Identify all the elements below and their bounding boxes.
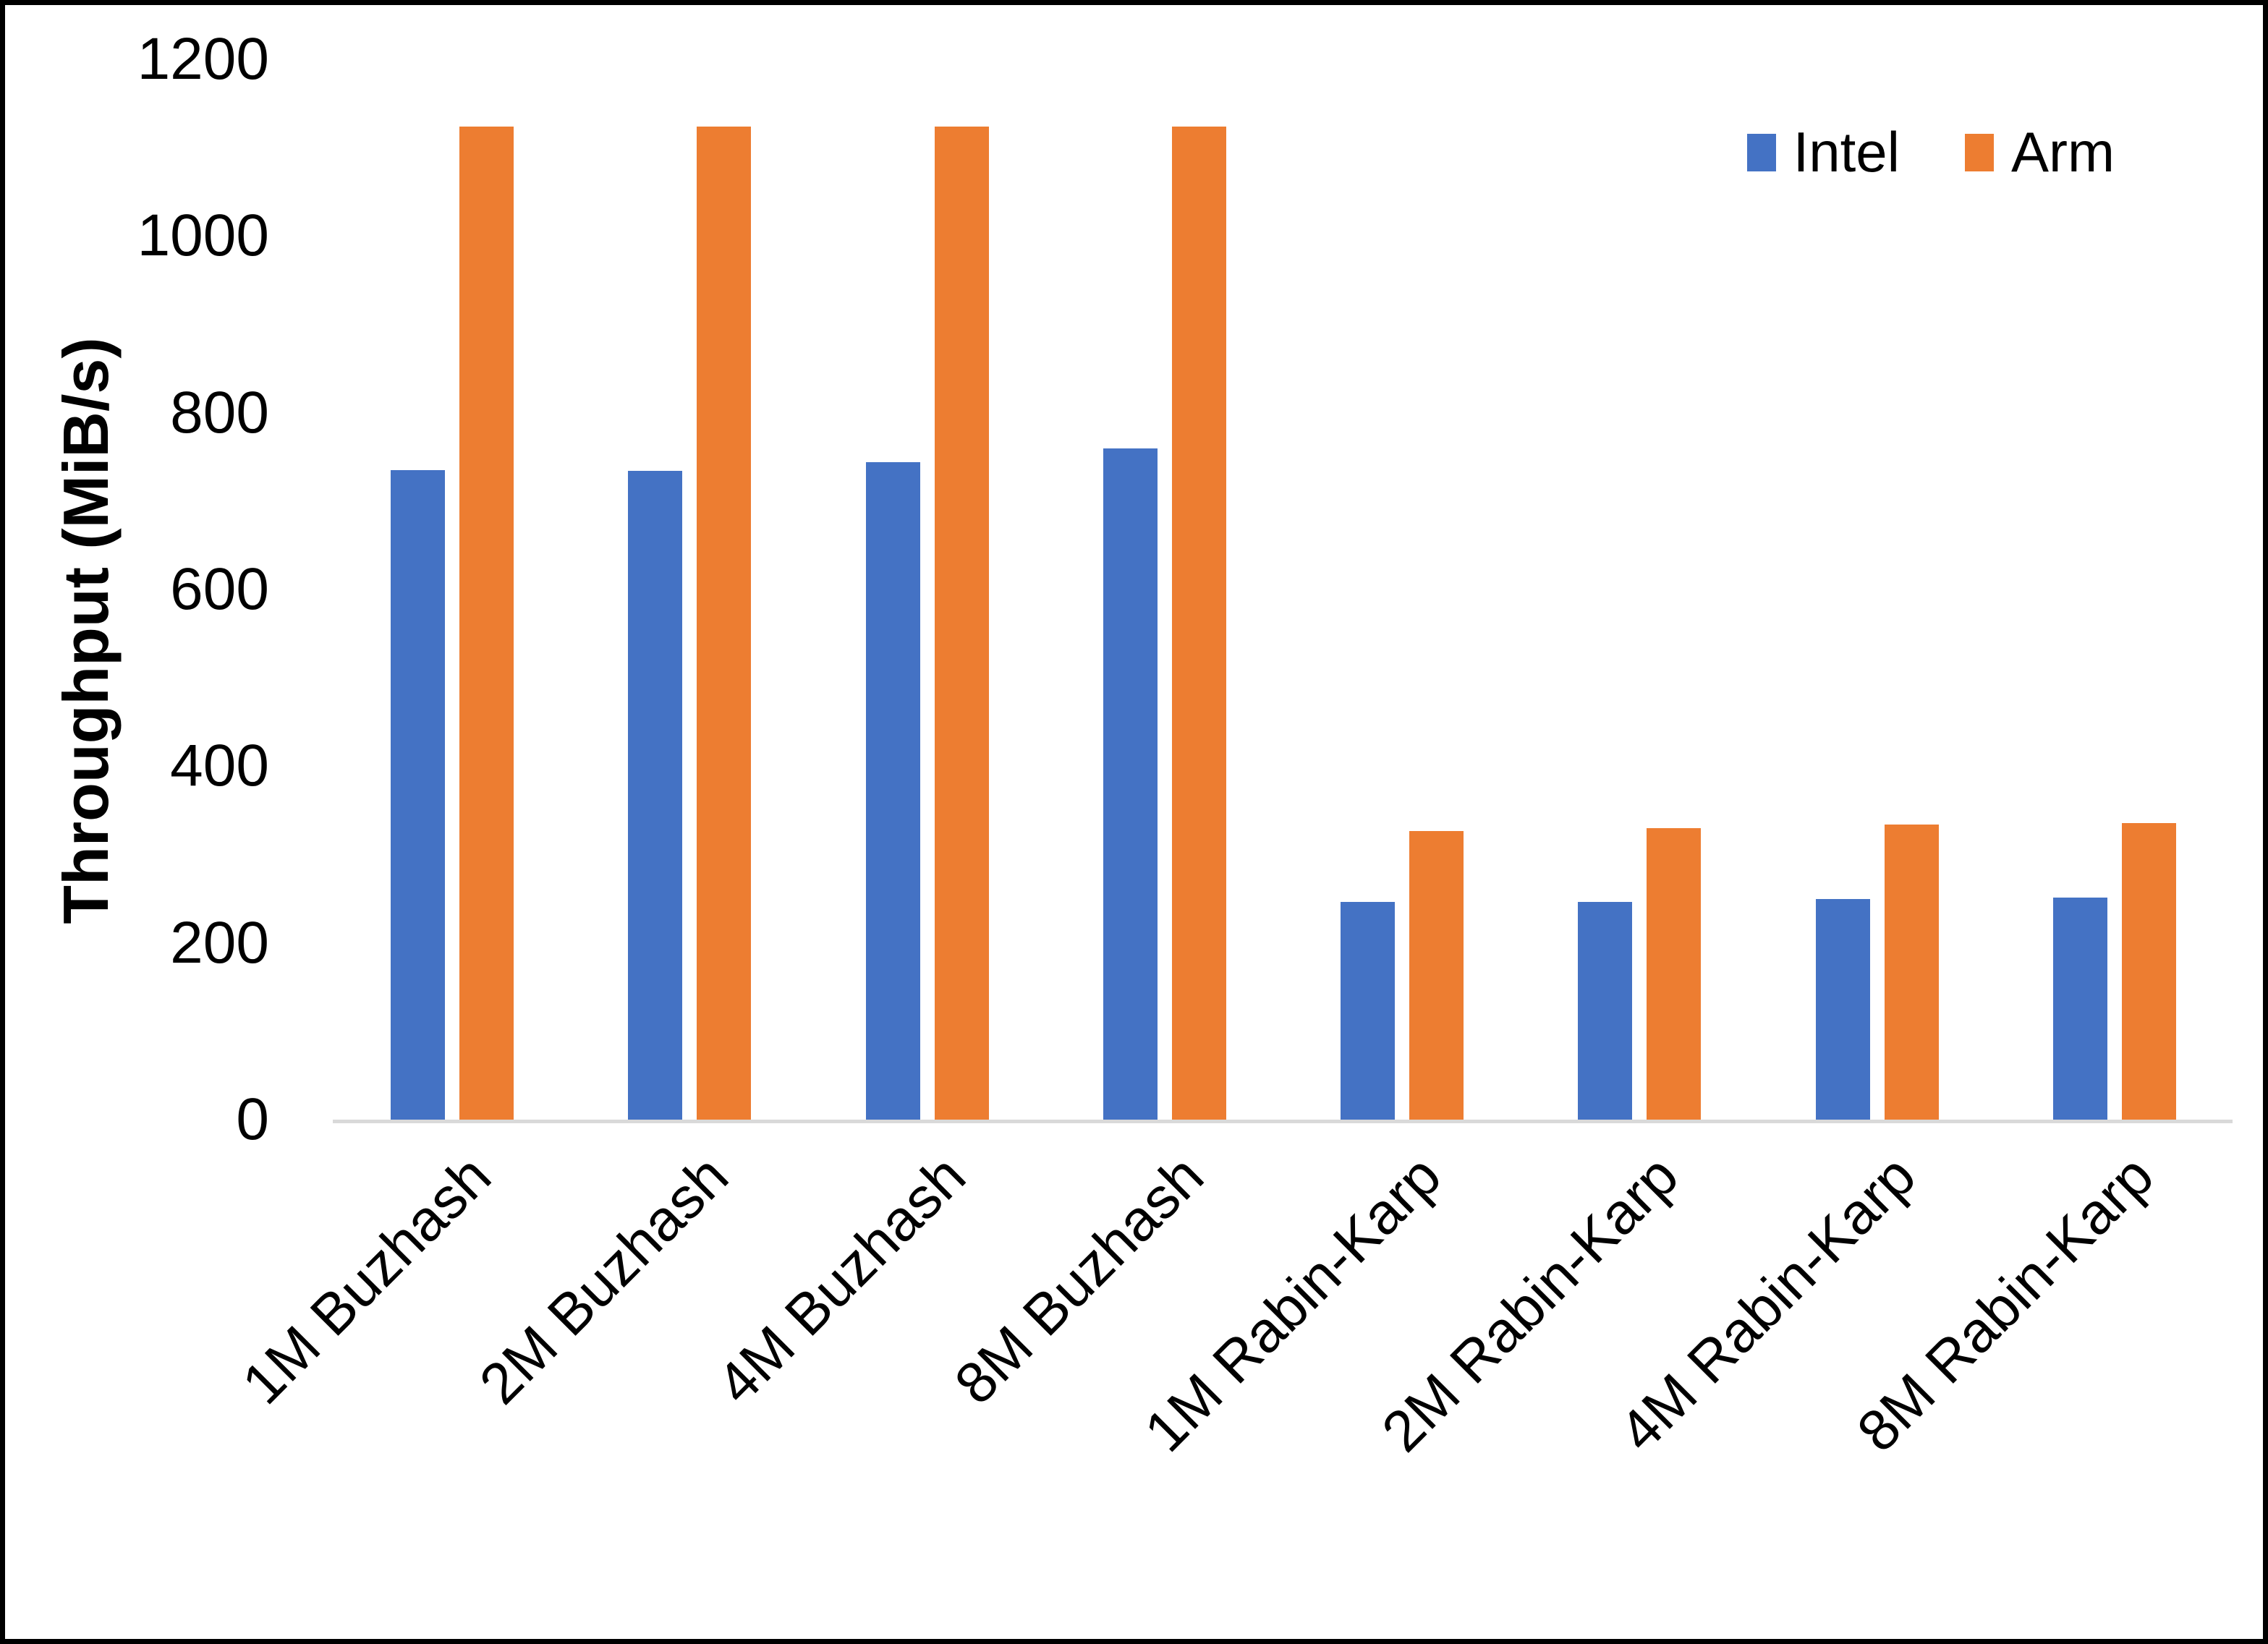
bar-intel-2m-buzhash	[628, 471, 682, 1120]
bar-arm-4m-rabin-karp	[1885, 825, 1939, 1120]
legend-item-intel: Intel	[1746, 119, 1900, 185]
legend-swatch-arm	[1965, 133, 1995, 171]
bar-intel-4m-buzhash	[866, 462, 920, 1120]
legend-swatch-intel	[1746, 133, 1776, 171]
legend-label-intel: Intel	[1793, 120, 1900, 184]
bar-intel-8m-rabin-karp	[2053, 898, 2107, 1120]
x-axis-category-label: 1M Buzhash	[230, 1143, 504, 1416]
bar-intel-2m-rabin-karp	[1578, 902, 1632, 1120]
x-axis-category-label: 8M Buzhash	[943, 1143, 1216, 1416]
y-axis-tick-label: 200	[170, 909, 269, 976]
y-axis-tick-label: 1000	[137, 203, 269, 269]
legend-label-arm: Arm	[2011, 120, 2115, 184]
legend: Intel Arm	[1746, 119, 2115, 185]
y-axis-tick-label: 800	[170, 379, 269, 446]
bar-arm-2m-rabin-karp	[1647, 828, 1701, 1120]
bar-arm-8m-rabin-karp	[2122, 823, 2176, 1120]
x-axis-line	[333, 1120, 2233, 1123]
y-axis-tick-label: 600	[170, 556, 269, 622]
bar-arm-2m-buzhash	[697, 127, 751, 1120]
x-axis-category-label: 2M Buzhash	[467, 1143, 741, 1416]
bar-arm-1m-buzhash	[459, 127, 514, 1120]
y-axis-tick-label: 400	[170, 733, 269, 799]
bar-arm-8m-buzhash	[1172, 127, 1226, 1120]
bar-intel-1m-rabin-karp	[1341, 902, 1395, 1120]
legend-item-arm: Arm	[1965, 119, 2115, 185]
bar-arm-4m-buzhash	[935, 127, 989, 1120]
bar-intel-8m-buzhash	[1103, 448, 1158, 1120]
bar-arm-1m-rabin-karp	[1409, 831, 1464, 1120]
bar-intel-1m-buzhash	[391, 470, 445, 1120]
y-axis-tick-label: 0	[236, 1086, 269, 1152]
y-axis-tick-label: 1200	[137, 26, 269, 92]
bar-intel-4m-rabin-karp	[1816, 899, 1870, 1120]
x-axis-category-label: 4M Buzhash	[705, 1143, 978, 1416]
